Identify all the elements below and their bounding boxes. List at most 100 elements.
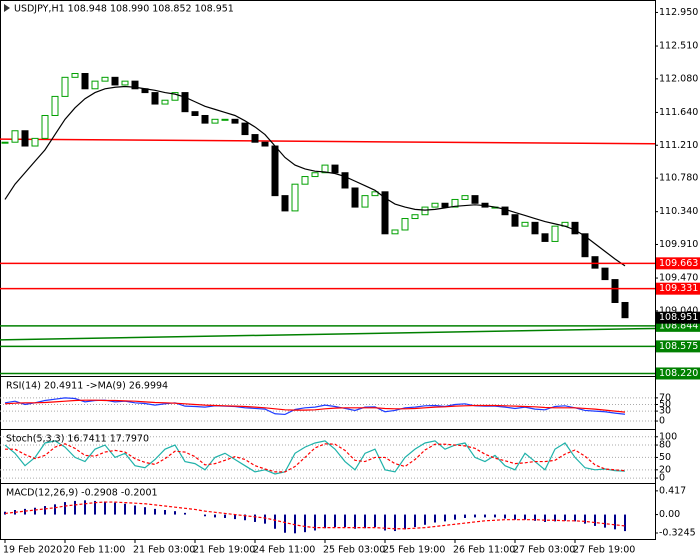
candle bbox=[351, 187, 359, 208]
candle bbox=[441, 202, 449, 208]
y-tick-label: 112.510 bbox=[659, 41, 698, 52]
candle bbox=[611, 279, 619, 303]
candle bbox=[261, 141, 269, 147]
moving-average bbox=[4, 85, 626, 267]
y-tick-label: 111.640 bbox=[659, 107, 698, 118]
level-label: 109.663 bbox=[659, 258, 698, 269]
y-tick-label: 0 bbox=[659, 473, 665, 484]
candle bbox=[181, 92, 189, 113]
candle bbox=[581, 233, 589, 258]
candle bbox=[501, 206, 509, 216]
plot-frame bbox=[0, 0, 656, 540]
y-tick-label: 111.210 bbox=[659, 140, 698, 151]
candle bbox=[291, 183, 299, 212]
candle bbox=[271, 145, 279, 197]
candle bbox=[601, 267, 609, 281]
candle bbox=[211, 118, 219, 124]
level-label: 108.575 bbox=[659, 341, 698, 352]
y-tick-label: 110.340 bbox=[659, 206, 698, 217]
candle bbox=[281, 195, 289, 212]
candle bbox=[301, 176, 309, 185]
candle bbox=[621, 301, 629, 319]
candle bbox=[431, 202, 439, 208]
x-tick-label: 19 Feb 2020 bbox=[3, 545, 62, 556]
level-label: 109.331 bbox=[659, 283, 698, 294]
candle bbox=[151, 92, 159, 105]
y-tick-label: 109.910 bbox=[659, 239, 698, 250]
y-tick-label: 0.00 bbox=[659, 509, 680, 520]
candle bbox=[551, 225, 559, 242]
candle bbox=[591, 256, 599, 269]
candle bbox=[121, 80, 129, 86]
x-tick-label: 25 Feb 03:00 bbox=[323, 545, 385, 556]
signal-line bbox=[4, 399, 626, 413]
candle bbox=[411, 214, 419, 220]
candle bbox=[531, 221, 539, 235]
level-label: 108.220 bbox=[659, 368, 698, 379]
y-tick-label: 30 bbox=[659, 406, 671, 417]
candle bbox=[421, 206, 429, 216]
level-label-bg bbox=[656, 282, 700, 295]
candle bbox=[521, 221, 529, 227]
panel-title: MACD(12,26,9) -0.2908 -0.2001 bbox=[6, 488, 158, 499]
y-tick-label: 109.470 bbox=[659, 273, 698, 284]
x-tick-label: 27 Feb 19:00 bbox=[573, 545, 635, 556]
candle bbox=[571, 221, 579, 235]
trend-line bbox=[0, 138, 656, 145]
candle bbox=[51, 95, 59, 116]
candle bbox=[511, 214, 519, 227]
y-tick-label: 109.040 bbox=[659, 305, 698, 316]
candle bbox=[371, 191, 379, 197]
y-tick-label: 50 bbox=[659, 399, 671, 410]
candle bbox=[11, 130, 19, 143]
x-tick-label: 24 Feb 11:00 bbox=[253, 545, 315, 556]
x-tick-label: 25 Feb 19:00 bbox=[383, 545, 445, 556]
candle bbox=[161, 99, 169, 105]
trend-line bbox=[0, 327, 656, 341]
level-label-bg bbox=[656, 257, 700, 270]
candle bbox=[101, 76, 109, 82]
level-label-bg bbox=[656, 367, 700, 380]
candle bbox=[91, 80, 99, 90]
candle bbox=[451, 198, 459, 208]
candle bbox=[171, 92, 179, 101]
candle bbox=[381, 191, 389, 235]
y-tick-label: 100 bbox=[659, 431, 677, 442]
candle bbox=[111, 76, 119, 86]
candle bbox=[471, 195, 479, 204]
signal-line bbox=[4, 501, 626, 530]
candle bbox=[31, 137, 39, 147]
level-label: 108.844 bbox=[659, 320, 698, 331]
last-price-label: 108.951 bbox=[659, 312, 698, 323]
y-tick-label: 110.780 bbox=[659, 173, 698, 184]
candle bbox=[71, 73, 79, 78]
candle bbox=[401, 218, 409, 231]
candle bbox=[361, 195, 369, 208]
x-tick-label: 26 Feb 11:00 bbox=[453, 545, 515, 556]
title-icon bbox=[4, 4, 10, 12]
x-tick-label: 21 Feb 03:00 bbox=[133, 545, 195, 556]
x-tick-label: 21 Feb 19:00 bbox=[193, 545, 255, 556]
y-tick-label: 20 bbox=[659, 464, 671, 475]
candle bbox=[21, 130, 29, 147]
x-tick-label: 20 Feb 11:00 bbox=[63, 545, 125, 556]
candle bbox=[231, 118, 239, 124]
y-tick-label: 80 bbox=[659, 440, 671, 451]
candle bbox=[341, 172, 349, 189]
y-tick-label: -0.3245 bbox=[659, 528, 696, 539]
candle bbox=[191, 111, 199, 116]
candle bbox=[391, 229, 399, 235]
last-price-bg bbox=[656, 311, 700, 324]
y-tick-label: 50 bbox=[659, 452, 671, 463]
y-tick-label: 112.080 bbox=[659, 73, 698, 84]
candle bbox=[251, 134, 259, 143]
y-tick-label: 0.417 bbox=[659, 485, 686, 496]
panel-title: USDJPY,H1 108.948 108.990 108.852 108.95… bbox=[14, 4, 234, 15]
candle bbox=[241, 122, 249, 136]
candle bbox=[321, 164, 329, 174]
level-label-bg bbox=[656, 340, 700, 353]
candle bbox=[331, 164, 339, 174]
signal-line bbox=[5, 443, 626, 473]
